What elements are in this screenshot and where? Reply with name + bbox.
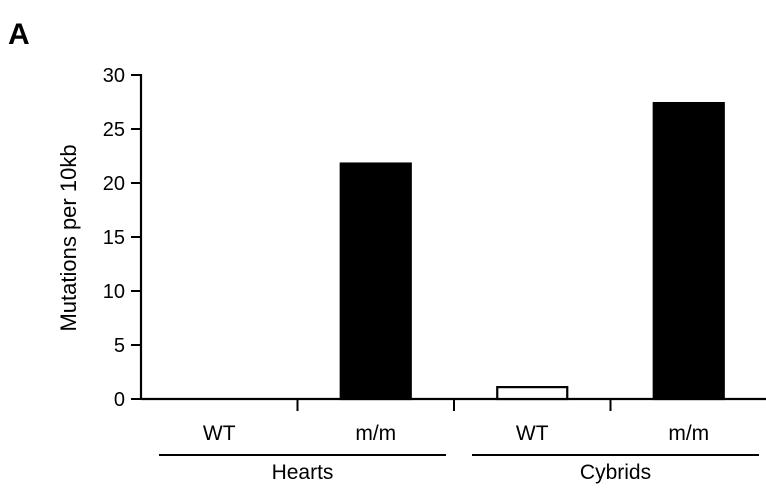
x-group-label: Hearts (272, 461, 334, 484)
y-tick-label: 10 (103, 281, 125, 303)
x-category-label: WT (203, 422, 236, 445)
panel-label: A (8, 18, 30, 51)
y-tick-label: 0 (114, 389, 125, 411)
y-axis-ticks: 0 5 10 15 20 25 30 (103, 65, 141, 411)
y-tick-label: 5 (114, 335, 125, 357)
x-category-label: WT (516, 422, 549, 445)
bar-1 (339, 162, 412, 401)
x-category-label: m/m (355, 422, 396, 445)
bar-3 (652, 101, 725, 401)
bars (339, 101, 725, 401)
y-tick-label: 20 (103, 173, 125, 195)
x-axis-groups: Hearts Cybrids (159, 454, 759, 484)
y-tick-label: 30 (103, 65, 125, 87)
y-axis-label: Mutations per 10kb (56, 144, 81, 331)
x-group-label: Cybrids (580, 461, 651, 484)
bar-2 (496, 386, 569, 401)
y-tick-label: 25 (103, 119, 125, 141)
x-axis-categories: WT m/m WT m/m (203, 422, 709, 445)
x-category-label: m/m (668, 422, 709, 445)
y-tick-label: 15 (103, 227, 125, 249)
